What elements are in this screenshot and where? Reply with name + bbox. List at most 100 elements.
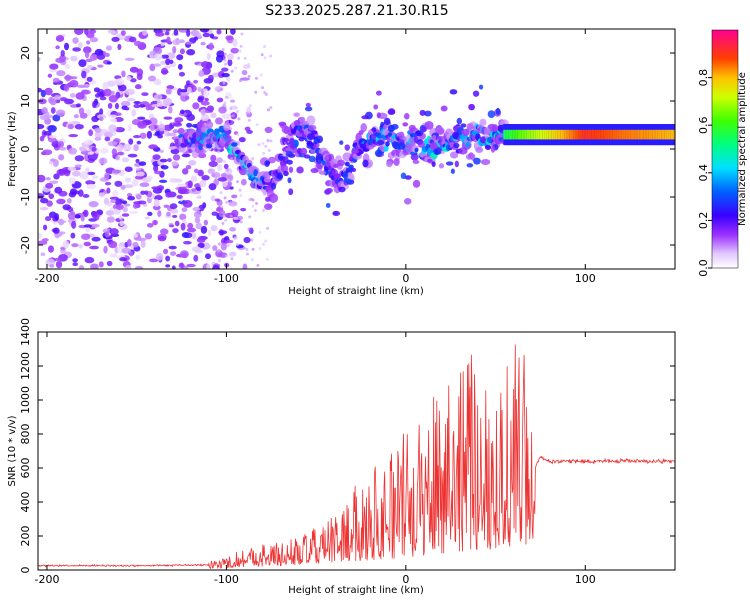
spectrogram-band-cell bbox=[576, 129, 580, 140]
spectrogram-band-cell bbox=[673, 129, 675, 140]
spectrogram-noise-cell bbox=[134, 175, 145, 180]
spectrogram-noise-cell bbox=[221, 48, 225, 52]
spectrogram-noise-cell bbox=[168, 224, 175, 228]
spectrogram-noise-cell bbox=[119, 220, 125, 227]
spectrogram-noise-cell bbox=[156, 81, 162, 85]
spectrogram-noise-cell bbox=[170, 208, 179, 214]
spectrogram-noise-cell bbox=[45, 182, 54, 189]
spectrogram-ridge-cell bbox=[333, 163, 339, 168]
spectrogram-band-cell bbox=[602, 129, 606, 140]
spectrogram-ridge-cell bbox=[284, 147, 293, 152]
spectrogram-noise-cell bbox=[180, 109, 185, 115]
spectrogram-noise-cell bbox=[181, 232, 190, 239]
spectrogram-band-cell bbox=[542, 129, 546, 140]
spectrogram-band-cell bbox=[664, 129, 668, 140]
spectrogram-ridge-cell bbox=[333, 173, 341, 180]
spectrogram-ridge-cell bbox=[437, 128, 445, 135]
spectrogram-noise-cell bbox=[174, 117, 184, 123]
spectrogram-noise-cell bbox=[161, 54, 169, 59]
spectrogram-ridge-cell bbox=[487, 110, 496, 119]
spectrogram-noise-cell bbox=[99, 147, 109, 154]
spectrogram-noise-cell bbox=[185, 41, 193, 45]
spectrogram-ridge-cell bbox=[310, 168, 319, 174]
spectrogram-noise-cell bbox=[52, 77, 60, 83]
spectrogram-ridge-cell bbox=[466, 123, 474, 130]
spectrogram-noise-cell bbox=[78, 265, 85, 269]
spectrogram-noise-cell bbox=[229, 214, 233, 218]
spectrogram-noise-cell bbox=[216, 97, 224, 103]
spectrogram-noise-cell bbox=[68, 177, 76, 185]
spectrogram-band-cell bbox=[593, 129, 597, 140]
spectrogram-ridge-cell bbox=[475, 146, 484, 154]
spectrogram-band-cell bbox=[526, 129, 530, 140]
spectrogram-noise-cell bbox=[94, 137, 102, 141]
spectrogram-ridge-cell bbox=[283, 126, 290, 135]
spectrogram-ridge-cell bbox=[311, 130, 318, 135]
spectrogram-noise-cell bbox=[40, 252, 46, 257]
spectrogram-noise-cell bbox=[86, 76, 93, 82]
spectrogram-noise-cell bbox=[107, 102, 113, 109]
spectrogram-noise-cell bbox=[221, 72, 230, 78]
spectrogram-noise-cell bbox=[263, 56, 267, 60]
spectrogram-band-cell bbox=[670, 129, 674, 140]
spectrogram-x-axis-label: Height of straight line (km) bbox=[288, 286, 424, 297]
spectrogram-noise-cell bbox=[185, 164, 192, 170]
spectrogram-band-cell bbox=[575, 129, 579, 140]
spectrogram-ridge-cell bbox=[468, 104, 474, 110]
spectrogram-noise-cell bbox=[239, 220, 243, 224]
spectrogram-ridge-cell bbox=[453, 142, 460, 149]
spectrogram-band-cell bbox=[598, 129, 602, 140]
y-tick-label: 1000 bbox=[19, 386, 32, 414]
spectrogram-ridge-cell bbox=[339, 140, 344, 145]
spectrogram-noise-cell bbox=[54, 257, 61, 261]
spectrogram-noise-cell bbox=[38, 174, 46, 183]
spectrogram-noise-cell bbox=[181, 168, 189, 175]
x-tick-label: -100 bbox=[214, 272, 239, 285]
spectrogram-noise-cell bbox=[87, 151, 94, 155]
spectrogram-noise-cell bbox=[261, 86, 265, 90]
spectrogram-noise-cell bbox=[205, 253, 212, 260]
spectrogram-noise-cell bbox=[256, 263, 260, 267]
spectrogram-ridge-cell bbox=[480, 159, 491, 166]
spectrogram-noise-cell bbox=[63, 83, 70, 92]
spectrogram-noise-cell bbox=[225, 200, 229, 204]
spectrogram-noise-cell bbox=[136, 140, 142, 145]
spectrogram-noise-cell bbox=[99, 108, 104, 116]
spectrogram-noise-cell bbox=[193, 254, 199, 262]
spectrogram-noise-cell bbox=[167, 158, 172, 163]
spectrogram-noise-cell bbox=[68, 134, 79, 138]
spectrogram-noise-cell bbox=[230, 157, 234, 161]
spectrogram-noise-cell bbox=[54, 213, 60, 221]
spectrogram-ridge-cell bbox=[462, 128, 470, 136]
spectrogram-noise-cell bbox=[127, 195, 136, 201]
spectrogram-noise-cell bbox=[197, 242, 205, 249]
spectrogram-band-cell bbox=[639, 129, 643, 140]
spectrogram-noise-cell bbox=[190, 232, 197, 239]
spectrogram-ridge-cell bbox=[307, 133, 315, 140]
spectrogram-noise-cell bbox=[166, 36, 171, 45]
spectrogram-noise-cell bbox=[266, 139, 270, 143]
spectrogram-noise-cell bbox=[263, 90, 267, 94]
spectrogram-noise-cell bbox=[172, 122, 183, 127]
spectrogram-band-cell bbox=[523, 129, 527, 140]
spectrogram-ridge-cell bbox=[412, 179, 421, 188]
spectrogram-band-cell bbox=[533, 129, 537, 140]
spectrogram-ridge-cell bbox=[486, 145, 491, 150]
spectrogram-noise-cell bbox=[182, 240, 192, 245]
spectrogram-noise-cell bbox=[146, 175, 153, 181]
spectrogram-ridge-cell bbox=[491, 124, 499, 133]
spectrogram-noise-cell bbox=[225, 95, 229, 99]
y-tick-label: -10 bbox=[19, 188, 32, 206]
spectrogram-noise-cell bbox=[69, 93, 76, 98]
spectrogram-noise-cell bbox=[59, 146, 67, 151]
spectrogram-ridge-cell bbox=[424, 110, 432, 117]
spectrogram-noise-cell bbox=[182, 199, 193, 208]
spectrogram-noise-cell bbox=[110, 118, 118, 123]
spectrogram-noise-cell bbox=[42, 224, 48, 231]
spectrogram-noise-cell bbox=[140, 190, 146, 195]
spectrogram-noise-cell bbox=[42, 149, 53, 156]
spectrogram-noise-cell bbox=[233, 217, 237, 221]
spectrogram-noise-cell bbox=[253, 208, 257, 212]
y-tick-label: 800 bbox=[19, 424, 32, 445]
spectrogram-band-cell bbox=[676, 124, 679, 145]
